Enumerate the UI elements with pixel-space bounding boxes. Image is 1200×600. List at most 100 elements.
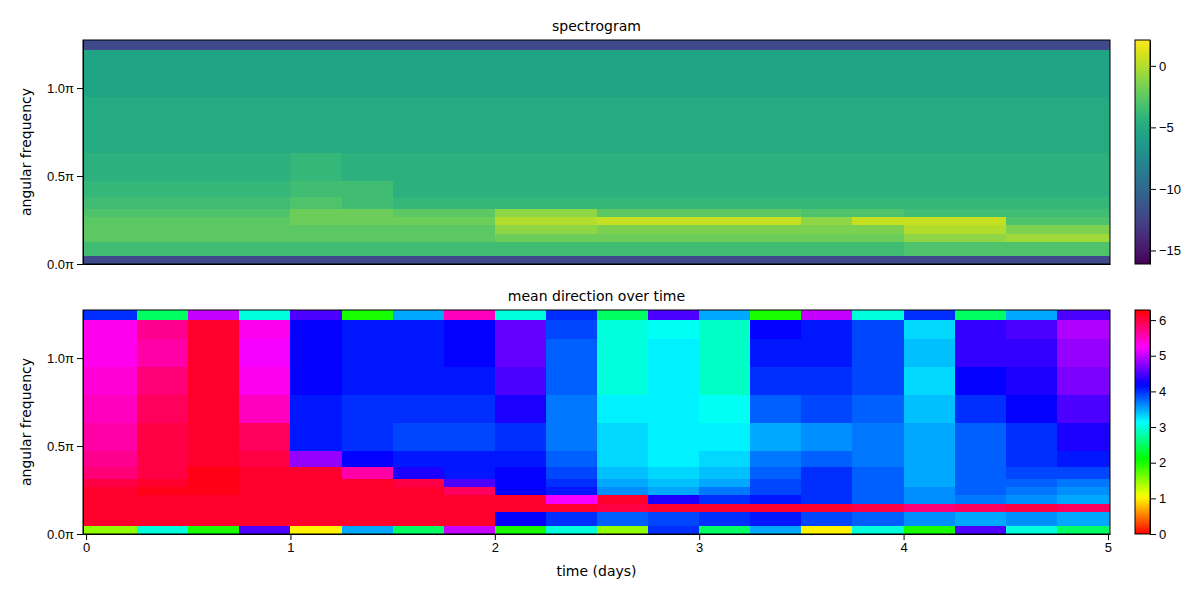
heatmap-cell [239,96,291,125]
heatmap-cell [290,512,342,526]
xticks-tick-label: 0 [83,540,90,555]
heatmap-cell [750,152,802,181]
heatmap-cell [239,124,291,153]
heatmap-cell [393,208,445,217]
heatmap-cell [137,124,189,153]
heatmap-cell [137,68,189,97]
heatmap-cell [852,512,904,526]
heatmap-cell [699,96,751,125]
yticks-tick-label: 0.5π [47,439,74,454]
title: mean direction over time [508,288,685,304]
heatmap-cell [188,320,240,339]
heatmap-cell [546,467,598,479]
heatmap-cell [188,216,240,225]
title: spectrogram [552,18,641,34]
heatmap-cell [239,338,291,367]
xticks-tick-label: 5 [1105,540,1112,555]
heatmap-cell [801,450,853,467]
heatmap-cell [239,225,291,234]
yticks-tick-label: 1.0π [47,81,74,96]
heatmap-cell [290,40,342,50]
heatmap-cell [290,338,342,367]
heatmap-cell [495,233,547,242]
heatmap-cell [955,450,1007,467]
heatmap-cell [699,152,751,181]
heatmap-cell [444,180,496,197]
heatmap-cell [290,197,342,209]
heatmap-cell [444,68,496,97]
heatmap-cell [393,450,445,467]
heatmap-cell [699,338,751,367]
heatmap-cells [83,40,1110,264]
yticks-tick: 1.0π [47,351,83,366]
colorbar-tick-label: 0 [1159,59,1166,74]
colorbar-tick-mark [1150,320,1156,321]
heatmap-cell [393,495,445,504]
heatmap-cell [188,422,240,451]
heatmap-cell [495,512,547,526]
heatmap-cell [597,422,649,451]
heatmap-cell [904,478,956,487]
heatmap-cell [188,152,240,181]
heatmap-cell [1057,422,1110,451]
colorbar-tick-mark [1150,498,1156,499]
heatmap-cell [444,40,496,50]
heatmap-cell [342,180,394,197]
heatmap-cell [342,394,394,423]
heatmap-cell [83,40,138,50]
heatmap-cell [597,503,649,512]
colorbar-axis-line [1150,311,1151,535]
heatmap-cell [955,310,1007,320]
heatmap-cell [546,225,598,234]
heatmap-cell [290,450,342,467]
heatmap-cell [290,180,342,197]
heatmap-cell [750,450,802,467]
heatmap-cell [597,68,649,97]
heatmap-cell [597,512,649,526]
colorbar-tick: 5 [1150,348,1166,363]
heatmap-cell [393,180,445,197]
heatmap-cell [801,225,853,234]
heatmap-cell [699,486,751,495]
heatmap-cell [801,255,853,264]
heatmap-cell [188,208,240,217]
heatmap-cell [290,310,342,320]
colorbar-tick-label: 3 [1159,420,1166,435]
colorbar-axis: 0−5−10−15 [1150,41,1181,265]
heatmap-cell [1006,68,1058,97]
heatmap-cell [801,495,853,504]
heatmap-cell [852,394,904,423]
heatmap-cell [239,467,291,479]
heatmap-cell [546,486,598,495]
colorbar-tick-mark [1150,250,1156,251]
colorbar-tick-label: −10 [1159,182,1181,197]
heatmap-cell [495,495,547,504]
heatmap-cell [137,50,189,69]
heatmap-cell [750,486,802,495]
heatmap-cell [955,96,1007,125]
colorbar-tick-mark [1150,189,1156,190]
heatmap-cell [1006,255,1058,264]
heatmap-cell [188,503,240,512]
heatmap-cell [444,216,496,225]
heatmap-cell [188,495,240,504]
heatmap-cell [750,495,802,504]
heatmap-cell [546,233,598,242]
heatmap-cell [444,486,496,495]
xticks-tick: 5 [1105,534,1112,555]
heatmap-cell [955,50,1007,69]
yticks-tick-label: 0.0π [47,257,74,272]
heatmap-cell [955,242,1007,256]
heatmap-cell [495,124,547,153]
heatmap-cell [239,180,291,197]
heatmap-cell [83,310,138,320]
xticks-tick-mark [904,534,905,540]
heatmap-cell [495,525,547,534]
heatmap-cell [188,450,240,467]
heatmap-cell [342,422,394,451]
heatmap-cell [1006,197,1058,209]
heatmap-cell [955,512,1007,526]
heatmap-cell [239,366,291,395]
heatmap-cell [648,225,700,234]
heatmap-cell [699,68,751,97]
